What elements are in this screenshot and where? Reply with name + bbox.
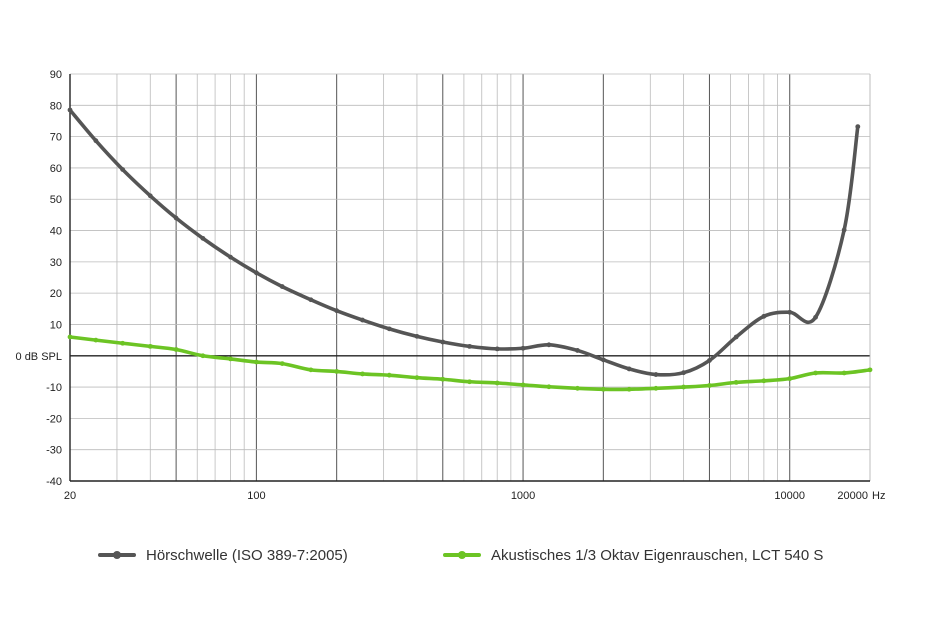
data-point-threshold [733,334,739,340]
series-threshold [67,107,861,377]
y-tick-label: -40 [46,476,62,488]
data-point-threshold [200,235,206,241]
data-point-noise [253,359,259,365]
y-tick-label: 30 [50,257,62,269]
series-noise [67,334,873,392]
legend-swatch-noise [443,551,481,559]
data-point-threshold [120,167,126,172]
data-point-noise [761,378,767,384]
data-point-threshold [575,348,580,353]
data-point-noise [93,337,99,343]
data-point-noise [228,356,233,362]
data-point-noise [707,383,712,388]
data-point-noise [867,367,873,373]
data-point-noise [494,380,500,386]
data-point-threshold [546,342,552,348]
legend-swatch-threshold [98,551,136,559]
y-tick-label: -10 [46,382,62,394]
data-point-noise [813,370,818,376]
data-point-noise [733,379,739,385]
legend-item-threshold: Hörschwelle (ISO 389-7:2005) [98,540,348,570]
data-point-threshold [855,124,861,129]
data-point-threshold [520,345,526,351]
data-point-threshold [173,215,179,221]
data-point-threshold [467,343,472,349]
data-point-noise [173,347,179,352]
y-tick-label: -30 [46,445,62,457]
y-tick-label: 60 [50,163,62,175]
data-point-threshold [626,366,632,372]
y-tick-label: -20 [46,413,62,425]
legend-marker-threshold [113,551,121,559]
data-point-noise [681,384,687,390]
data-point-noise [440,376,446,382]
data-point-noise [120,340,126,346]
y-tick-label: 20 [50,288,62,300]
axis-layer [69,74,870,482]
y-tick-label: 80 [50,100,62,112]
data-point-threshold [440,339,446,345]
series-layer [67,107,873,392]
data-point-noise [841,370,847,376]
data-point-threshold [707,358,712,363]
data-point-threshold [787,309,793,315]
data-point-threshold [600,357,606,363]
data-point-noise [200,353,206,359]
data-point-noise [653,385,659,391]
data-point-threshold [67,107,73,113]
y-tick-label: 10 [50,319,62,331]
data-point-threshold [253,270,259,276]
x-tick-label: 20000 [837,490,868,502]
data-point-noise [334,369,340,374]
data-point-noise [308,367,314,373]
x-tick-label: 100 [247,490,265,502]
y-tick-label: 90 [50,69,62,81]
data-point-threshold [841,227,847,233]
data-point-noise [546,384,552,390]
legend-marker-noise [458,551,466,559]
data-point-noise [279,361,285,366]
legend-item-noise: Akustisches 1/3 Oktav Eigenrauschen, LCT… [443,540,823,570]
y-tick-label: 50 [50,194,62,206]
data-point-noise [414,375,420,381]
data-point-threshold [334,308,340,314]
legend: Hörschwelle (ISO 389-7:2005) Akustisches… [0,540,930,570]
data-point-threshold [147,193,153,199]
data-point-noise [386,372,392,378]
x-unit-label: Hz [872,490,885,502]
data-point-threshold [308,297,314,303]
data-point-noise [67,334,73,340]
data-point-threshold [279,284,285,289]
data-point-threshold [414,333,420,339]
data-point-noise [360,371,365,377]
grid-layer [69,73,871,482]
data-point-noise [467,379,472,385]
y-tick-label: 70 [50,132,62,144]
data-point-noise [575,385,580,391]
x-tick-label: 10000 [774,490,805,502]
data-point-threshold [653,372,659,377]
y-tick-label: 40 [50,226,62,238]
data-point-threshold [228,254,233,260]
data-point-threshold [681,370,687,376]
data-point-noise [626,386,632,392]
data-point-noise [520,382,526,388]
data-point-threshold [761,313,767,319]
data-point-threshold [360,317,365,323]
data-point-threshold [93,138,99,144]
legend-label-noise: Akustisches 1/3 Oktav Eigenrauschen, LCT… [491,546,824,564]
legend-label-threshold: Hörschwelle (ISO 389-7:2005) [146,546,348,564]
x-tick-label: 1000 [511,490,535,502]
data-point-threshold [813,314,818,320]
data-point-noise [787,376,793,382]
data-point-threshold [386,326,392,332]
data-point-noise [147,343,153,349]
y-tick-label: 0 dB SPL [16,351,62,363]
x-tick-label: 20 [64,490,76,502]
data-point-threshold [494,346,500,352]
data-point-noise [600,386,606,392]
